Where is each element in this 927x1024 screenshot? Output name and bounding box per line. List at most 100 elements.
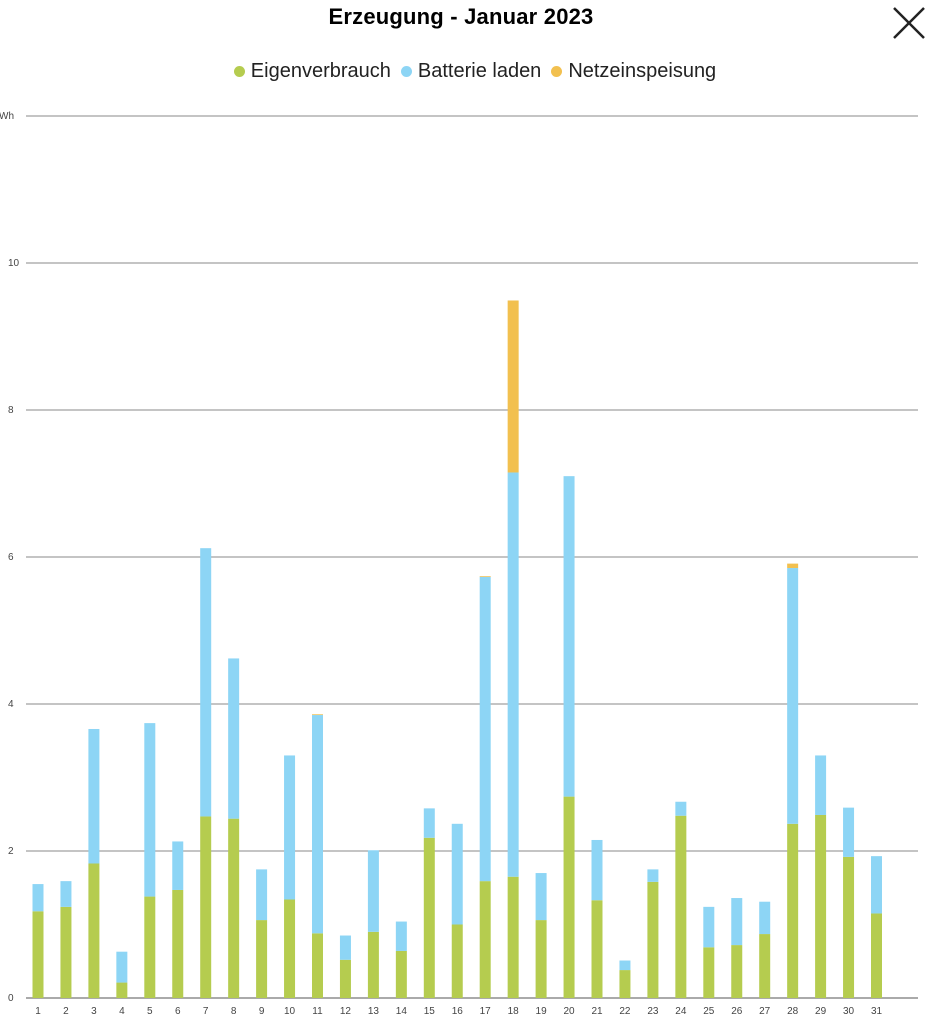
bar-segment-eigenverbrauch bbox=[60, 906, 72, 998]
x-tick-label: 25 bbox=[703, 1006, 715, 1017]
bar-segment-eigenverbrauch bbox=[32, 911, 44, 998]
x-tick-label: 15 bbox=[424, 1006, 436, 1017]
x-tick-label: 7 bbox=[203, 1006, 209, 1017]
x-tick-label: 16 bbox=[452, 1006, 464, 1017]
x-tick-label: 8 bbox=[231, 1006, 237, 1017]
y-tick-label: 8 bbox=[8, 405, 14, 416]
legend-dot-batterie-laden bbox=[400, 66, 412, 77]
bar-segment-batterie-laden bbox=[535, 873, 547, 921]
bar-segment-batterie-laden bbox=[815, 755, 827, 815]
bar-segment-eigenverbrauch bbox=[843, 856, 855, 998]
x-tick-label: 12 bbox=[340, 1006, 352, 1017]
legend-item-netzeinspeisung[interactable]: Netzeinspeisung bbox=[551, 60, 716, 83]
bar-segment-eigenverbrauch bbox=[88, 863, 100, 998]
x-tick-label: 30 bbox=[843, 1006, 855, 1017]
bar-segment-eigenverbrauch bbox=[312, 933, 323, 998]
bar-segment-eigenverbrauch bbox=[256, 920, 268, 998]
bar-segment-netzeinspeisung bbox=[479, 576, 491, 577]
x-tick-label: 9 bbox=[259, 1006, 265, 1017]
legend-dot-eigenverbrauch bbox=[233, 66, 245, 77]
bar-segment-eigenverbrauch bbox=[228, 818, 240, 998]
bar-segment-eigenverbrauch bbox=[451, 924, 463, 998]
bar-segment-batterie-laden bbox=[451, 823, 463, 925]
bar-segment-eigenverbrauch bbox=[563, 796, 575, 998]
bar-segment-eigenverbrauch bbox=[200, 816, 212, 998]
bar-segment-batterie-laden bbox=[591, 839, 603, 901]
bar-segment-batterie-laden bbox=[507, 472, 519, 877]
bar-segment-batterie-laden bbox=[116, 951, 128, 983]
bar-segment-eigenverbrauch bbox=[535, 920, 547, 998]
bar-segment-eigenverbrauch bbox=[647, 881, 659, 998]
bar-segment-eigenverbrauch bbox=[507, 876, 519, 998]
bar-segment-batterie-laden bbox=[703, 906, 715, 948]
y-tick-label: 10 bbox=[8, 258, 20, 269]
bar-segment-batterie-laden bbox=[619, 960, 631, 971]
x-tick-label: 24 bbox=[675, 1006, 687, 1017]
bar-segment-eigenverbrauch bbox=[703, 947, 715, 998]
x-tick-label: 4 bbox=[119, 1006, 125, 1017]
x-tick-label: 29 bbox=[815, 1006, 827, 1017]
bar-segment-eigenverbrauch bbox=[591, 900, 603, 998]
x-tick-label: 17 bbox=[480, 1006, 492, 1017]
x-tick-label: 5 bbox=[147, 1006, 153, 1017]
legend-item-eigenverbrauch[interactable]: Eigenverbrauch bbox=[233, 60, 391, 83]
bar-segment-batterie-laden bbox=[423, 808, 435, 838]
x-tick-label: 1 bbox=[35, 1006, 41, 1017]
bar-segment-batterie-laden bbox=[88, 728, 100, 864]
y-tick-label: 4 bbox=[8, 699, 14, 710]
close-button[interactable] bbox=[890, 4, 927, 42]
x-tick-label: 19 bbox=[536, 1006, 548, 1017]
x-tick-label: 10 bbox=[284, 1006, 296, 1017]
x-tick-label: 20 bbox=[563, 1006, 575, 1017]
bar-segment-batterie-laden bbox=[144, 723, 156, 897]
chart-title: Erzeugung - Januar 2023 bbox=[328, 4, 594, 29]
x-tick-label: 21 bbox=[591, 1006, 603, 1017]
chart-legend: Eigenverbrauch Batterie laden Netzeinspe… bbox=[0, 60, 927, 83]
legend-dot-netzeinspeisung bbox=[551, 66, 563, 77]
y-tick-label: 6 bbox=[8, 552, 14, 563]
bar-segment-netzeinspeisung bbox=[507, 300, 519, 473]
bar-segment-batterie-laden bbox=[787, 568, 799, 824]
x-tick-label: 28 bbox=[787, 1006, 799, 1017]
bar-segment-batterie-laden bbox=[479, 576, 491, 882]
bar-segment-batterie-laden bbox=[228, 658, 240, 819]
bar-segment-eigenverbrauch bbox=[759, 934, 771, 998]
legend-label-batterie-laden: Batterie laden bbox=[417, 60, 542, 82]
bar-segment-eigenverbrauch bbox=[871, 913, 882, 998]
x-tick-label: 31 bbox=[871, 1006, 883, 1017]
bar-segment-netzeinspeisung bbox=[787, 563, 799, 569]
bar-segment-batterie-laden bbox=[563, 476, 575, 797]
bar-segment-eigenverbrauch bbox=[675, 815, 687, 998]
x-tick-label: 11 bbox=[312, 1006, 323, 1017]
bar-segment-batterie-laden bbox=[871, 856, 882, 914]
close-icon bbox=[893, 7, 925, 39]
bar-segment-eigenverbrauch bbox=[423, 837, 435, 998]
bar-segment-eigenverbrauch bbox=[367, 931, 379, 998]
x-tick-label: 14 bbox=[396, 1006, 408, 1017]
bar-segment-eigenverbrauch bbox=[172, 889, 184, 998]
bar-segment-batterie-laden bbox=[200, 548, 212, 817]
bar-segment-eigenverbrauch bbox=[339, 959, 351, 998]
legend-item-batterie-laden[interactable]: Batterie laden bbox=[400, 60, 542, 83]
x-tick-label: 23 bbox=[647, 1006, 659, 1017]
bar-segment-batterie-laden bbox=[675, 801, 687, 816]
bar-segment-batterie-laden bbox=[647, 869, 659, 882]
bar-segment-eigenverbrauch bbox=[116, 982, 128, 998]
legend-label-eigenverbrauch: Eigenverbrauch bbox=[250, 60, 391, 82]
bar-segment-batterie-laden bbox=[172, 841, 184, 890]
x-tick-label: 6 bbox=[175, 1006, 181, 1017]
bar-segment-batterie-laden bbox=[60, 881, 72, 907]
bar-segment-netzeinspeisung bbox=[312, 714, 323, 716]
y-tick-label: 2 bbox=[8, 846, 14, 857]
bar-segment-eigenverbrauch bbox=[731, 945, 743, 998]
bar-segment-batterie-laden bbox=[731, 898, 743, 946]
x-tick-label: 13 bbox=[368, 1006, 380, 1017]
legend-label-netzeinspeisung: Netzeinspeisung bbox=[568, 60, 717, 82]
x-tick-label: 3 bbox=[91, 1006, 97, 1017]
bar-segment-eigenverbrauch bbox=[619, 970, 631, 998]
bar-segment-batterie-laden bbox=[339, 935, 351, 960]
bar-segment-batterie-laden bbox=[759, 901, 771, 935]
bar-segment-eigenverbrauch bbox=[787, 823, 799, 998]
bar-segment-batterie-laden bbox=[395, 921, 407, 951]
